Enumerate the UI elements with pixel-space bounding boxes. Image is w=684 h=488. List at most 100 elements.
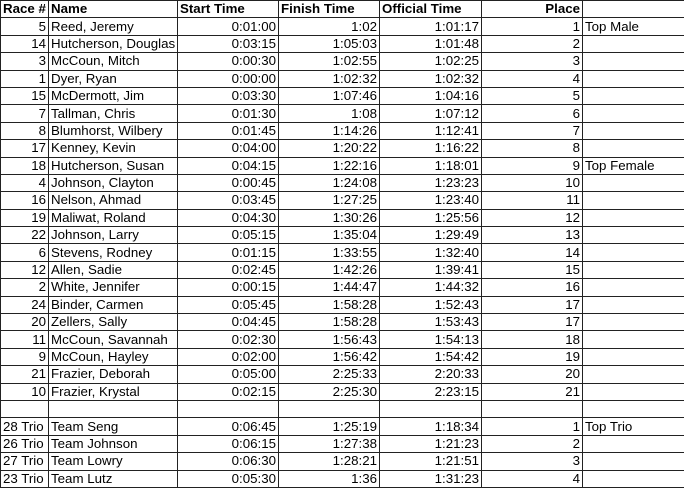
cell-place[interactable]: 20 [482, 366, 583, 383]
cell-place[interactable]: 17 [482, 314, 583, 331]
cell-place[interactable]: 10 [482, 174, 583, 191]
cell-start-time[interactable]: 0:05:45 [178, 296, 279, 313]
cell-note[interactable] [583, 53, 684, 70]
cell-official-time[interactable]: 1:52:43 [380, 296, 482, 313]
cell-race-number[interactable]: 2 [1, 279, 49, 296]
cell-finish-time[interactable]: 1:02:32 [279, 70, 380, 87]
cell-official-time[interactable]: 2:23:15 [380, 383, 482, 400]
cell-race-number[interactable]: 12 [1, 261, 49, 278]
cell-name[interactable]: Hutcherson, Susan [49, 157, 178, 174]
cell-name[interactable]: Blumhorst, Wilbery [49, 122, 178, 139]
cell-finish-time[interactable]: 1:22:16 [279, 157, 380, 174]
cell-race-number[interactable]: 23 Trio [1, 470, 49, 487]
cell-race-number[interactable]: 22 [1, 227, 49, 244]
cell-note[interactable] [583, 261, 684, 278]
cell-finish-time[interactable]: 2:25:30 [279, 383, 380, 400]
cell-note[interactable] [583, 192, 684, 209]
cell-name[interactable]: White, Jennifer [49, 279, 178, 296]
cell-name[interactable]: Binder, Carmen [49, 296, 178, 313]
cell-place[interactable]: 1 [482, 18, 583, 35]
cell-start-time[interactable]: 0:03:45 [178, 192, 279, 209]
cell-finish-time[interactable]: 1:07:46 [279, 87, 380, 104]
cell-note[interactable] [583, 453, 684, 470]
cell-note[interactable] [583, 314, 684, 331]
cell-start-time[interactable]: 0:00:15 [178, 279, 279, 296]
cell-name[interactable]: McCoun, Hayley [49, 348, 178, 365]
cell-name[interactable]: McCoun, Savannah [49, 331, 178, 348]
cell-finish-time[interactable]: 1:25:19 [279, 418, 380, 435]
cell-name[interactable]: McCoun, Mitch [49, 53, 178, 70]
cell-start-time[interactable]: 0:03:30 [178, 87, 279, 104]
cell-name[interactable]: Team Lowry [49, 453, 178, 470]
cell-note[interactable] [583, 174, 684, 191]
cell-official-time[interactable]: 1:44:32 [380, 279, 482, 296]
cell-start-time[interactable]: 0:02:15 [178, 383, 279, 400]
cell-official-time[interactable]: 1:04:16 [380, 87, 482, 104]
cell-finish-time[interactable]: 1:58:28 [279, 314, 380, 331]
cell-race-number[interactable]: 7 [1, 105, 49, 122]
cell-note[interactable]: Top Male [583, 18, 684, 35]
cell-place[interactable] [482, 400, 583, 417]
cell-start-time[interactable]: 0:00:45 [178, 174, 279, 191]
cell-race-number[interactable]: 6 [1, 244, 49, 261]
cell-place[interactable]: 19 [482, 348, 583, 365]
cell-name[interactable]: Hutcherson, Douglas [49, 35, 178, 52]
cell-finish-time[interactable]: 1:14:26 [279, 122, 380, 139]
cell-race-number[interactable]: 9 [1, 348, 49, 365]
cell-official-time[interactable]: 1:18:01 [380, 157, 482, 174]
cell-finish-time[interactable]: 1:02 [279, 18, 380, 35]
cell-start-time[interactable]: 0:06:15 [178, 435, 279, 452]
cell-official-time[interactable]: 1:25:56 [380, 209, 482, 226]
cell-note[interactable] [583, 105, 684, 122]
cell-official-time[interactable] [380, 400, 482, 417]
cell-race-number[interactable]: 19 [1, 209, 49, 226]
cell-name[interactable]: Allen, Sadie [49, 261, 178, 278]
cell-race-number[interactable]: Race # [1, 1, 49, 18]
cell-note[interactable] [583, 279, 684, 296]
cell-place[interactable]: 12 [482, 209, 583, 226]
cell-start-time[interactable]: 0:04:15 [178, 157, 279, 174]
cell-place[interactable]: 14 [482, 244, 583, 261]
cell-start-time[interactable]: 0:01:15 [178, 244, 279, 261]
cell-finish-time[interactable]: 1:33:55 [279, 244, 380, 261]
cell-note[interactable] [583, 122, 684, 139]
cell-place[interactable]: 11 [482, 192, 583, 209]
cell-race-number[interactable]: 16 [1, 192, 49, 209]
cell-race-number[interactable]: 10 [1, 383, 49, 400]
cell-start-time[interactable]: Start Time [178, 1, 279, 18]
cell-official-time[interactable]: 1:54:13 [380, 331, 482, 348]
cell-name[interactable]: Team Seng [49, 418, 178, 435]
cell-finish-time[interactable]: 1:27:38 [279, 435, 380, 452]
cell-finish-time[interactable]: 1:56:43 [279, 331, 380, 348]
cell-race-number[interactable]: 14 [1, 35, 49, 52]
cell-finish-time[interactable]: 1:30:26 [279, 209, 380, 226]
cell-official-time[interactable]: Official Time [380, 1, 482, 18]
cell-name[interactable]: Reed, Jeremy [49, 18, 178, 35]
cell-start-time[interactable]: 0:02:00 [178, 348, 279, 365]
cell-official-time[interactable]: 1:21:51 [380, 453, 482, 470]
cell-race-number[interactable]: 17 [1, 140, 49, 157]
cell-finish-time[interactable]: 1:02:55 [279, 53, 380, 70]
cell-start-time[interactable]: 0:01:30 [178, 105, 279, 122]
cell-name[interactable]: Johnson, Clayton [49, 174, 178, 191]
cell-place[interactable]: 15 [482, 261, 583, 278]
cell-start-time[interactable]: 0:00:30 [178, 53, 279, 70]
cell-start-time[interactable]: 0:03:15 [178, 35, 279, 52]
cell-note[interactable] [583, 244, 684, 261]
cell-race-number[interactable]: 3 [1, 53, 49, 70]
cell-race-number[interactable]: 15 [1, 87, 49, 104]
cell-start-time[interactable]: 0:00:00 [178, 70, 279, 87]
cell-place[interactable]: 3 [482, 453, 583, 470]
cell-start-time[interactable]: 0:01:45 [178, 122, 279, 139]
cell-name[interactable]: Nelson, Ahmad [49, 192, 178, 209]
cell-official-time[interactable]: 1:29:49 [380, 227, 482, 244]
cell-name[interactable]: McDermott, Jim [49, 87, 178, 104]
cell-start-time[interactable]: 0:04:45 [178, 314, 279, 331]
cell-finish-time[interactable]: 1:36 [279, 470, 380, 487]
cell-note[interactable] [583, 435, 684, 452]
cell-note[interactable] [583, 1, 684, 18]
cell-race-number[interactable]: 8 [1, 122, 49, 139]
cell-finish-time[interactable]: 1:05:03 [279, 35, 380, 52]
cell-note[interactable]: Top Female [583, 157, 684, 174]
cell-official-time[interactable]: 1:18:34 [380, 418, 482, 435]
